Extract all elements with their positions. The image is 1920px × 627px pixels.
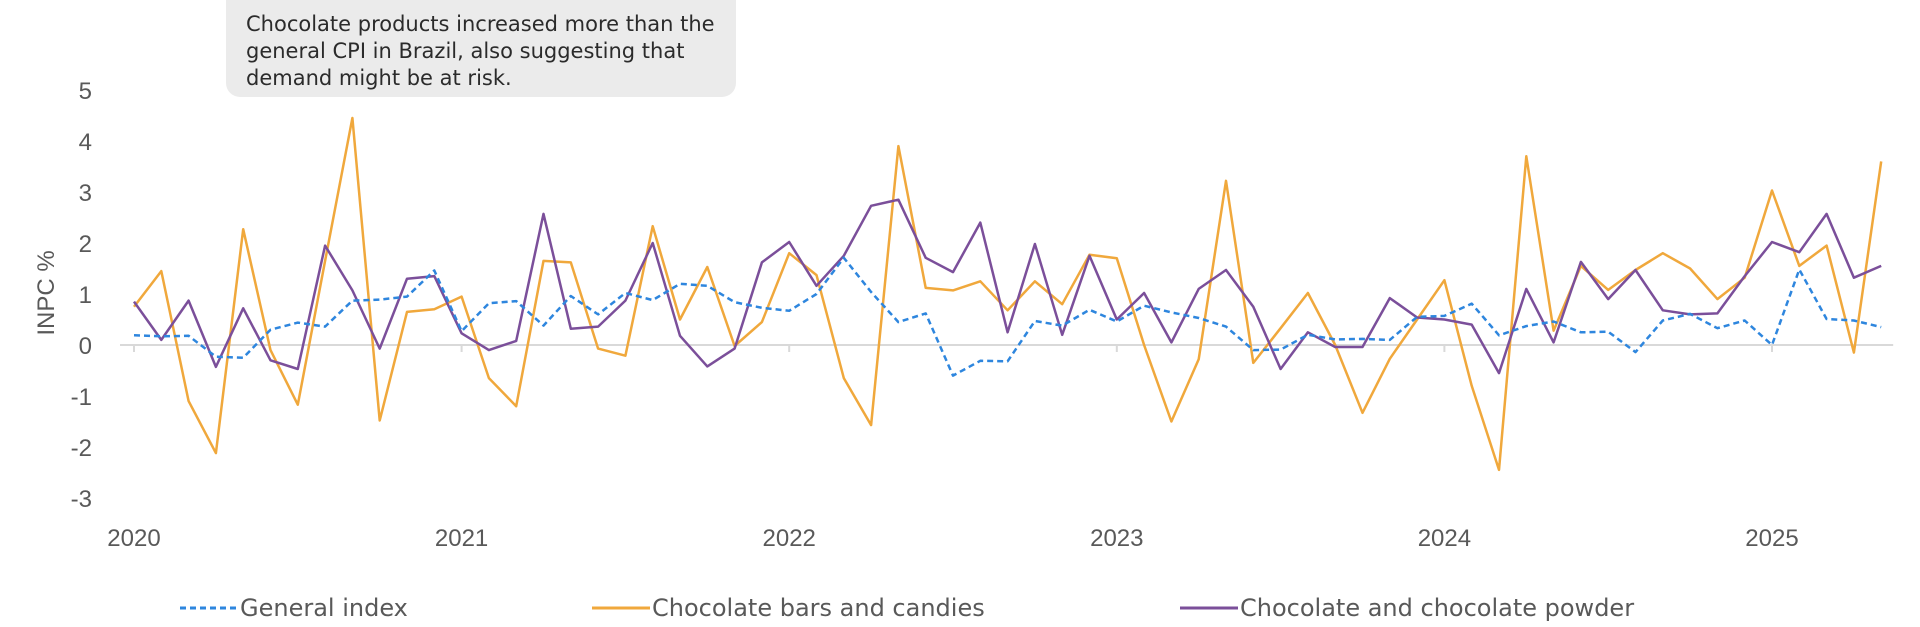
x-tick-label: 2022 bbox=[763, 525, 816, 552]
x-tick-label: 2025 bbox=[1745, 525, 1798, 552]
legend-item-general-index: General index bbox=[180, 590, 408, 626]
x-tick-marks bbox=[133, 345, 1773, 352]
x-tick-label: 2023 bbox=[1090, 525, 1143, 552]
legend-item-chocolate-bars: Chocolate bars and candies bbox=[592, 590, 985, 626]
annotation-text: Chocolate products increased more than t… bbox=[246, 12, 715, 90]
y-tick-label: 3 bbox=[79, 180, 92, 207]
y-tick-label: -2 bbox=[71, 435, 92, 462]
series-line-general-index bbox=[133, 256, 1882, 377]
legend-swatch-chocolate-powder bbox=[1180, 606, 1238, 610]
chart-legend: General index Chocolate bars and candies… bbox=[0, 590, 1920, 626]
legend-swatch-chocolate-bars bbox=[592, 606, 650, 610]
y-tick-labels: 5 4 3 2 1 0 -1 -2 -3 bbox=[71, 78, 92, 513]
series-layer bbox=[132, 116, 1883, 472]
legend-label-chocolate-powder: Chocolate and chocolate powder bbox=[1240, 594, 1635, 622]
legend-label-general-index: General index bbox=[240, 594, 408, 622]
y-tick-label: 4 bbox=[79, 129, 92, 156]
y-tick-label: 0 bbox=[79, 333, 92, 360]
x-tick-label: 2024 bbox=[1418, 525, 1471, 552]
x-tick-label: 2021 bbox=[435, 525, 488, 552]
series-line-chocolate-bars bbox=[133, 116, 1883, 472]
legend-swatch-general-index bbox=[180, 606, 238, 610]
y-tick-label: -3 bbox=[71, 486, 92, 513]
y-tick-label: 1 bbox=[79, 282, 92, 309]
y-tick-label: 2 bbox=[79, 231, 92, 258]
annotation-callout: Chocolate products increased more than t… bbox=[226, 0, 736, 97]
x-tick-label: 2020 bbox=[107, 525, 160, 552]
legend-label-chocolate-bars: Chocolate bars and candies bbox=[652, 594, 985, 622]
y-tick-label: 5 bbox=[79, 78, 92, 105]
series-line-chocolate-powder bbox=[132, 198, 1882, 375]
y-tick-label: -1 bbox=[71, 384, 92, 411]
legend-item-chocolate-powder: Chocolate and chocolate powder bbox=[1180, 590, 1634, 626]
y-axis-title: INPC % bbox=[33, 250, 60, 335]
x-year-labels: 2020 2021 2022 2023 2024 2025 bbox=[107, 525, 1798, 552]
